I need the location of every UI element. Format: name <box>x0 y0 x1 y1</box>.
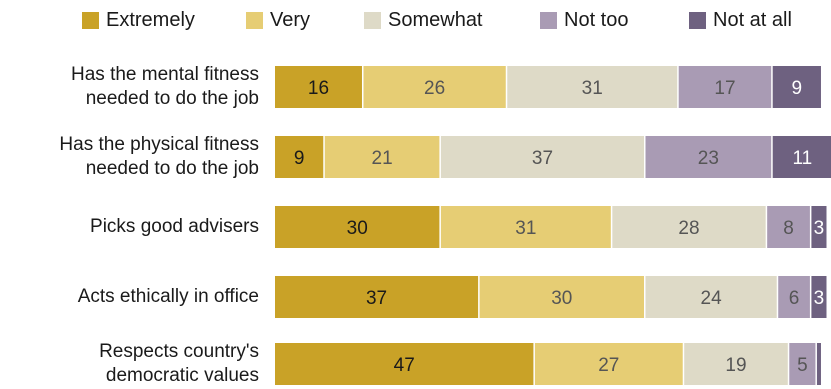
data-label: 37 <box>366 288 387 309</box>
legend-label: Extremely <box>106 8 195 31</box>
legend-item: Extremely <box>82 7 195 33</box>
bar-segment <box>324 136 440 178</box>
bar-segment <box>684 343 788 385</box>
category-label-line: Respects country's <box>99 341 259 362</box>
bar-segment <box>678 66 772 108</box>
category-label-line: Acts ethically in office <box>77 286 259 307</box>
bar-segment <box>778 276 810 318</box>
data-label: 37 <box>532 148 553 169</box>
bar-segment <box>479 276 645 318</box>
data-label: 5 <box>797 355 808 376</box>
data-label: 9 <box>294 148 305 169</box>
data-label: 31 <box>515 218 536 239</box>
bar-segment <box>612 206 766 248</box>
legend-item: Not at all <box>689 7 792 33</box>
bar-segment <box>772 136 831 178</box>
data-label: 17 <box>714 78 735 99</box>
legend-item: Very <box>246 7 310 33</box>
data-label: 27 <box>598 355 619 376</box>
bar-segment <box>275 206 440 248</box>
bar-segment <box>275 136 324 178</box>
bar-segment <box>275 276 479 318</box>
legend-label: Somewhat <box>388 8 483 31</box>
data-label: 8 <box>783 218 794 239</box>
category-label-line: Has the mental fitness <box>71 64 259 85</box>
bar-segment <box>645 276 777 318</box>
data-label: 19 <box>725 355 746 376</box>
data-label: 6 <box>789 288 800 309</box>
category-label: Acts ethically in office <box>0 285 259 309</box>
category-label: Picks good advisers <box>0 215 259 239</box>
data-label: 9 <box>792 78 803 99</box>
data-label: 11 <box>793 148 813 169</box>
data-label: 47 <box>394 355 415 376</box>
data-label: 31 <box>582 78 603 99</box>
category-label-line: Picks good advisers <box>90 216 259 237</box>
bar-segment <box>440 206 611 248</box>
legend-label: Not at all <box>713 8 792 31</box>
data-label: 30 <box>551 288 572 309</box>
data-label: 21 <box>372 148 393 169</box>
data-label: 26 <box>424 78 445 99</box>
bar-segment <box>507 66 678 108</box>
bar-segment <box>772 66 821 108</box>
bar-segment <box>275 66 362 108</box>
category-label-line: democratic values <box>105 365 259 386</box>
bar-segment <box>645 136 772 178</box>
category-label-line: needed to do the job <box>85 158 259 179</box>
legend-swatch <box>689 11 706 29</box>
category-label: Respects country's democratic values <box>0 340 259 388</box>
bar-segment <box>363 66 506 108</box>
legend-swatch <box>82 11 99 29</box>
bar-segment <box>811 206 827 248</box>
category-label-line: Has the physical fitness <box>59 134 259 155</box>
legend-swatch <box>540 11 557 29</box>
legend-label: Very <box>270 8 311 31</box>
legend-swatch <box>364 11 381 29</box>
bar-segment <box>811 276 827 318</box>
data-label: 30 <box>347 218 368 239</box>
bar-segment <box>534 343 683 385</box>
legend-swatch <box>246 11 263 29</box>
category-label-line: needed to do the job <box>85 88 259 109</box>
legend-item: Somewhat <box>364 7 483 33</box>
bar-segment <box>789 343 816 385</box>
data-label: 28 <box>678 218 699 239</box>
data-label: 23 <box>698 148 719 169</box>
bar-segment <box>275 343 534 385</box>
category-label: Has the physical fitness needed to do the… <box>0 133 259 181</box>
bar-segment <box>440 136 645 178</box>
bar-segment <box>816 343 821 385</box>
data-label: 3 <box>814 218 825 239</box>
legend-label: Not too <box>564 8 629 31</box>
data-label: 16 <box>308 78 329 99</box>
legend-item: Not too <box>540 7 628 33</box>
data-label: 3 <box>814 288 825 309</box>
category-label: Has the mental fitness needed to do the j… <box>0 63 259 111</box>
data-label: 24 <box>701 288 723 309</box>
bar-segment <box>767 206 810 248</box>
